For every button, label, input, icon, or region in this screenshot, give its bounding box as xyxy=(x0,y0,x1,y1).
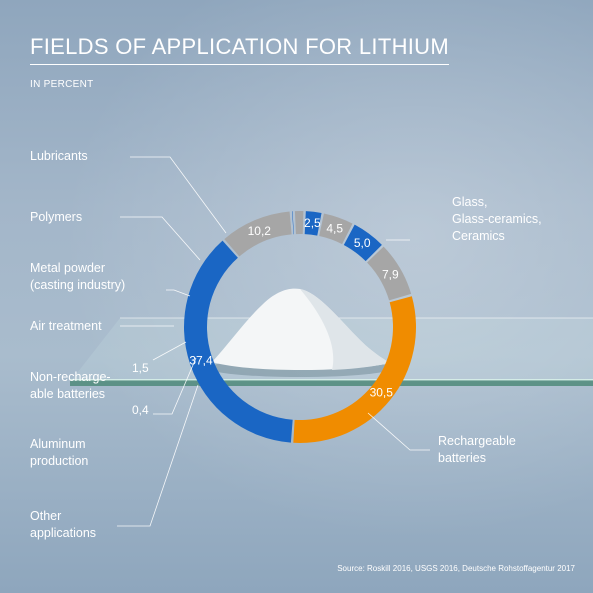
donut-slice-0 xyxy=(293,296,416,443)
slice-value-6: 4,5 xyxy=(326,221,343,235)
chart-subtitle: IN PERCENT xyxy=(30,79,94,90)
label-glass: Glass, Glass-ceramics, Ceramics xyxy=(452,195,542,243)
label-rechargeable: Rechargeable batteries xyxy=(438,434,516,465)
lithium-powder-pile xyxy=(208,288,392,377)
label-polymers: Polymers xyxy=(30,210,83,224)
leader-aluminum xyxy=(153,357,197,415)
title-rule xyxy=(30,64,449,65)
donut-slice-4 xyxy=(294,211,304,235)
slice-value-5: 2,5 xyxy=(304,216,321,230)
slice-value-7: 5,0 xyxy=(354,236,371,250)
source-note: Source: Roskill 2016, USGS 2016, Deutsch… xyxy=(337,564,575,573)
leader-non-rechargeable xyxy=(152,341,187,361)
leader-metal-powder xyxy=(166,289,191,297)
donut-slices xyxy=(183,211,416,443)
slice-value-0: 30,5 xyxy=(370,386,394,400)
slice-value-1: 37,4 xyxy=(189,354,213,368)
glass-front-highlight xyxy=(70,379,593,381)
label-lubricants: Lubricants xyxy=(30,149,88,163)
powder-shade xyxy=(300,289,390,370)
label-metal-powder: Metal powder (casting industry) xyxy=(30,261,126,292)
donut-slice-8 xyxy=(367,246,412,301)
leader-polymers xyxy=(120,216,201,261)
donut-slice-2 xyxy=(224,211,292,257)
donut-slice-5 xyxy=(304,211,322,236)
chart-title: FIELDS OF APPLICATION FOR LITHIUM xyxy=(30,34,449,59)
slice-value-8: 7,9 xyxy=(382,267,399,281)
donut-slice-3 xyxy=(291,211,294,235)
donut-slice-6 xyxy=(319,213,353,245)
donut-slice-1 xyxy=(183,240,293,443)
label-non-rechargeable: Non-recharge- able batteries xyxy=(30,370,111,401)
donut-slice-labels: 30,5 37,4 10,2 2,5 4,5 5,0 7,9 xyxy=(189,216,399,399)
label-air-treatment: Air treatment xyxy=(30,319,102,333)
label-aluminum: Aluminum production xyxy=(30,437,89,468)
leader-lines xyxy=(117,156,430,527)
label-other: Other applications xyxy=(30,509,97,540)
leader-rechargeable xyxy=(367,412,430,451)
leader-other xyxy=(117,384,199,527)
donut-slice-7 xyxy=(343,224,382,262)
leader-lubricants xyxy=(130,156,227,234)
slice-value-2: 10,2 xyxy=(248,224,272,238)
value-aluminum: 0,4 xyxy=(132,403,149,417)
glass-front-edge xyxy=(70,380,593,386)
value-non-rechargeable: 1,5 xyxy=(132,361,149,375)
